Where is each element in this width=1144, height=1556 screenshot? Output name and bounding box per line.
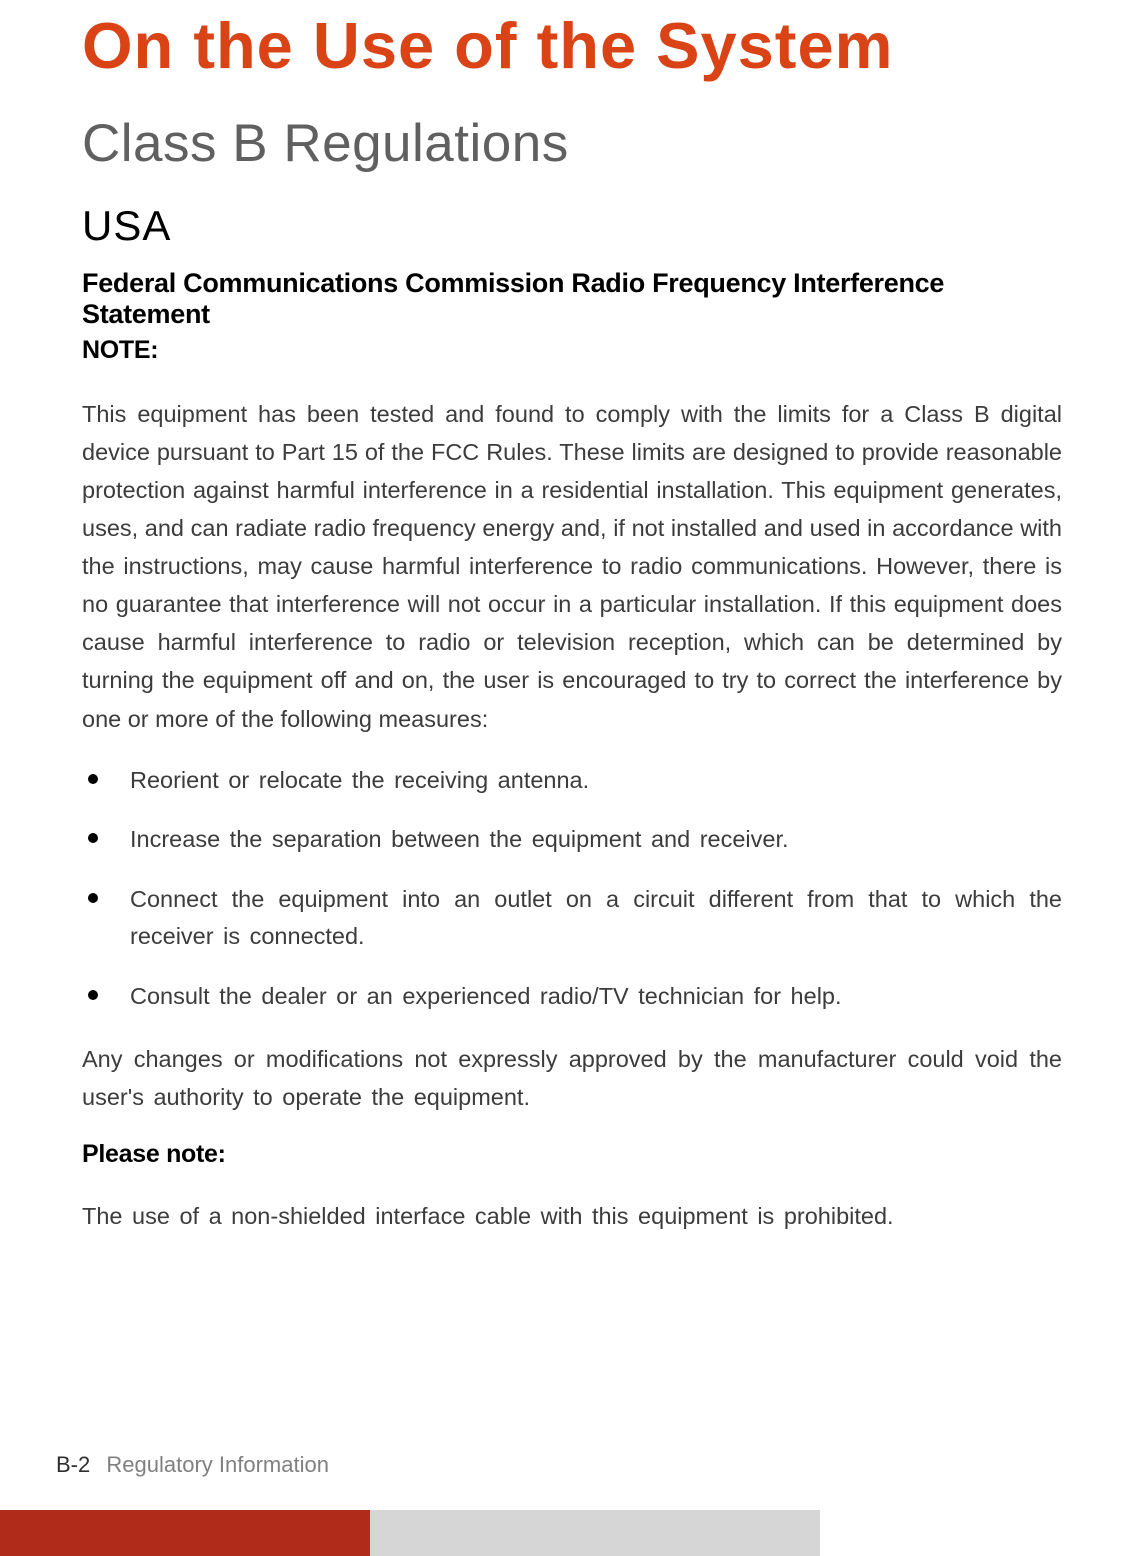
list-item: Increase the separation between the equi… (82, 821, 1062, 859)
measures-list: Reorient or relocate the receiving anten… (82, 762, 1062, 1016)
paragraph-modifications: Any changes or modifications not express… (82, 1040, 1062, 1116)
list-item: Reorient or relocate the receiving anten… (82, 762, 1062, 800)
list-item: Consult the dealer or an experienced rad… (82, 978, 1062, 1016)
note-label: NOTE: (82, 336, 1062, 365)
document-page: On the Use of the System Class B Regulat… (0, 0, 1144, 1556)
footer-bars (0, 1510, 1144, 1556)
page-section-label: Regulatory Information (106, 1452, 329, 1477)
heading-usa: USA (82, 202, 1062, 250)
heading-class-b: Class B Regulations (82, 113, 1062, 174)
footer-bar-gray (370, 1510, 820, 1556)
please-note-label: Please note: (82, 1140, 1062, 1169)
footer-bar-red (0, 1510, 370, 1556)
paragraph-compliance: This equipment has been tested and found… (82, 395, 1062, 738)
footer-text: B-2 Regulatory Information (56, 1452, 329, 1478)
paragraph-cable: The use of a non-shielded interface cabl… (82, 1197, 1062, 1235)
heading-fcc-statement: Federal Communications Commission Radio … (82, 268, 1062, 330)
page-number: B-2 (56, 1452, 90, 1477)
page-title: On the Use of the System (82, 0, 1062, 83)
list-item: Connect the equipment into an outlet on … (82, 881, 1062, 956)
